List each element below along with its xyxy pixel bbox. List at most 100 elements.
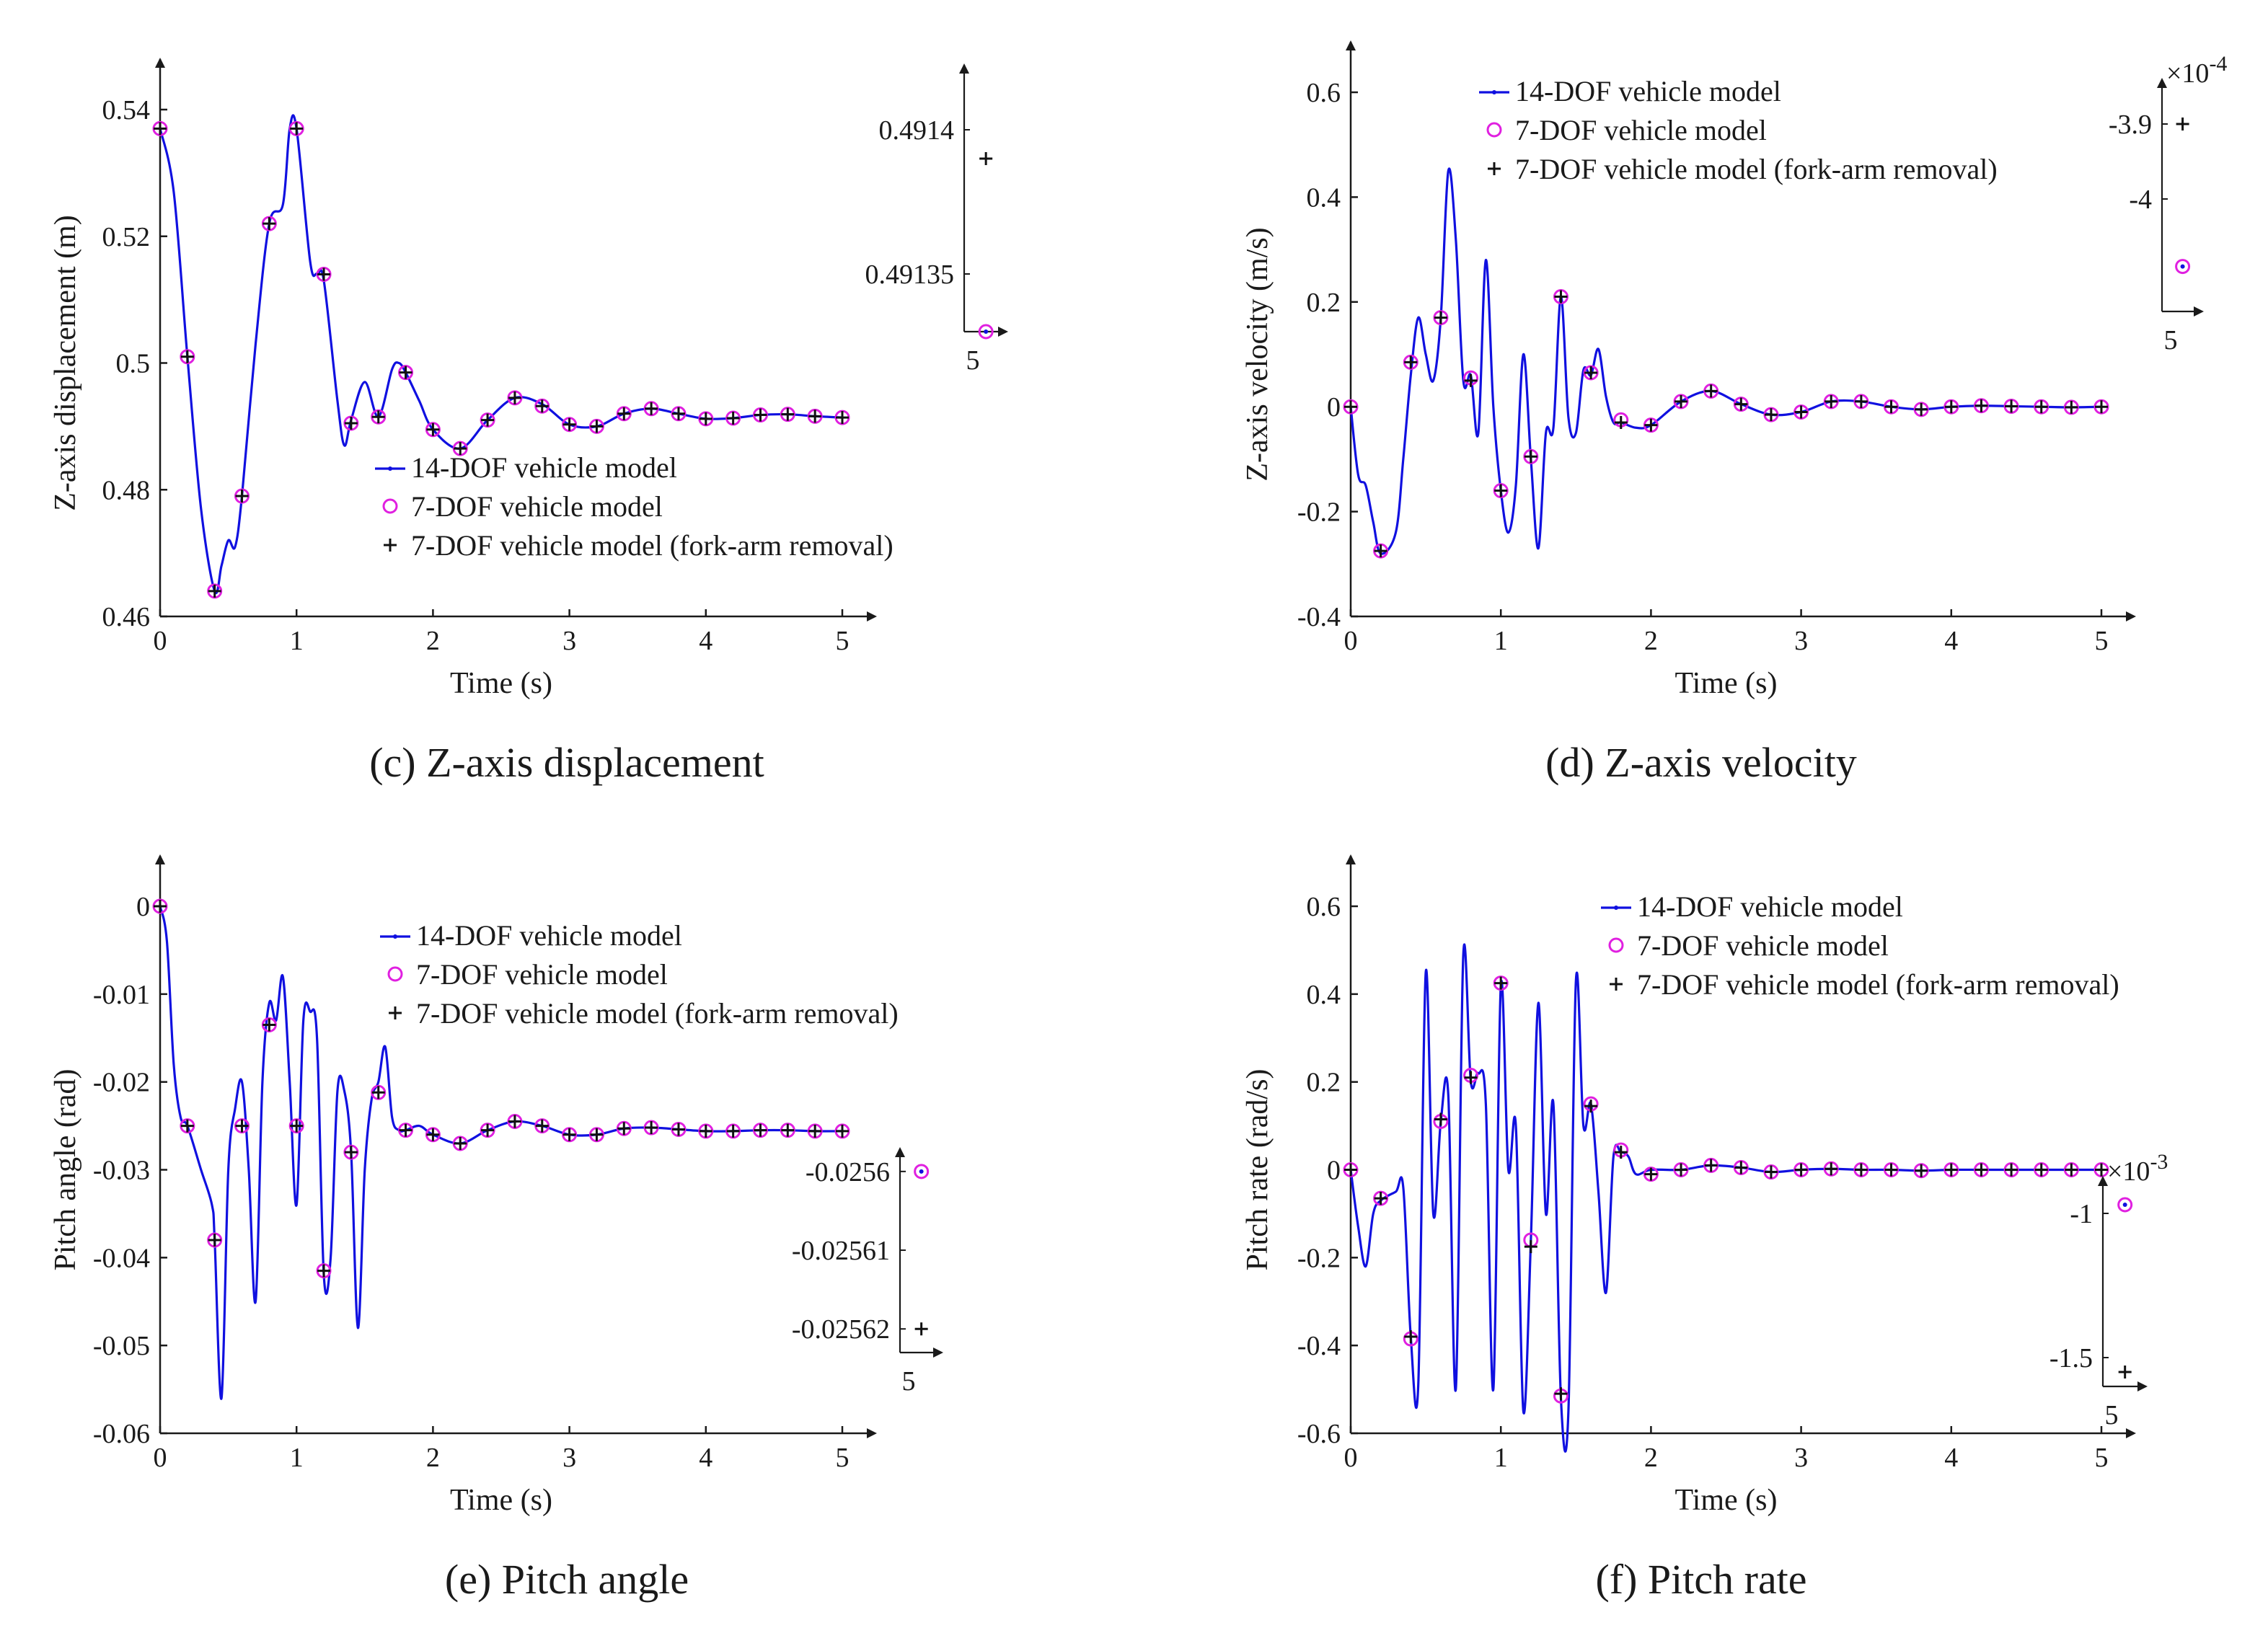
series-fork-point-e-20	[699, 1124, 712, 1138]
series-fork-point-d-21	[1974, 399, 1988, 412]
series-fork-point-d-9	[1614, 416, 1628, 430]
y-tick-label-e-4: -0.02	[93, 1068, 150, 1098]
series-fork-point-e-14	[535, 1119, 549, 1133]
series-fork-point-e-2	[208, 1233, 221, 1247]
inset-14dof-point-c	[984, 329, 989, 334]
series-fork-point-c-11	[454, 442, 467, 456]
x-axis-label-d: Time (s)	[1675, 667, 1778, 700]
inset-x-arrow-f	[2137, 1381, 2148, 1391]
x-axis-arrow-c	[867, 611, 877, 621]
inset-x-arrow-d	[2194, 306, 2204, 317]
series-fork-point-f-21	[1974, 1163, 1988, 1177]
y-tick-label-f-0: -0.6	[1297, 1419, 1341, 1449]
x-tick-label-e-3: 3	[562, 1443, 576, 1473]
series-fork-point-f-0	[1344, 1163, 1357, 1177]
x-tick-label-e-0: 0	[154, 1443, 167, 1473]
chart-pitch-rate: 0 1 2 3 4 5 -0.6 -0.4 -0.2 0 0.2 0.4 0.6 Time (s) Pitc…	[1241, 854, 2168, 1517]
series-fork-point-e-10	[426, 1128, 440, 1141]
legend-dot-14dof-e	[393, 934, 397, 939]
y-tick-label-e-6: 0	[136, 892, 150, 922]
legend-dot-14dof-f	[1614, 906, 1618, 910]
x-tick-label-c-0: 0	[154, 626, 167, 656]
y-axis-label-e: Pitch angle (rad)	[49, 1069, 82, 1271]
series-fork-point-f-4	[1464, 1071, 1478, 1084]
inset-y-tick-label-c-1: 0.49135	[865, 260, 955, 290]
series-fork-point-f-9	[1614, 1146, 1628, 1159]
y-axis-arrow-d	[1346, 40, 1356, 50]
inset-y-arrow-d	[2157, 78, 2167, 88]
series-fork-point-e-12	[481, 1123, 495, 1137]
legend-label-f-2: 7-DOF vehicle model (fork-arm removal)	[1637, 968, 2119, 1001]
inset-y-arrow-f	[2098, 1176, 2108, 1186]
y-tick-label-c-4: 0.54	[102, 95, 151, 125]
series-fork-point-c-4	[262, 217, 276, 231]
x-tick-label-d-3: 3	[1794, 626, 1808, 656]
series-fork-point-e-9	[399, 1123, 412, 1137]
series-fork-point-d-10	[1644, 418, 1658, 432]
inset-x-tick-label-d: 5	[2164, 325, 2178, 355]
series-fork-point-e-1	[180, 1119, 194, 1133]
legend-swatch-7dof-d	[1486, 122, 1502, 138]
series-fork-point-e-16	[590, 1128, 604, 1141]
series-fork-point-f-11	[1674, 1163, 1688, 1177]
series-fork-point-e-25	[836, 1124, 849, 1138]
series-fork-point-f-18	[1884, 1163, 1898, 1177]
x-tick-label-d-5: 5	[2095, 626, 2109, 656]
x-tick-label-f-3: 3	[1794, 1443, 1808, 1473]
inset-7dof-point-f	[2117, 1197, 2133, 1213]
series-fork-point-c-20	[699, 412, 712, 425]
series-fork-point-d-11	[1674, 394, 1688, 408]
series-fork-point-e-7	[344, 1146, 358, 1159]
series-fork-point-f-17	[1854, 1163, 1868, 1177]
panel-z-velocity: 0 1 2 3 4 5 -0.4 -0.2 0 0.2 0.4 0.6 Time (s) Z-axis v…	[1134, 0, 2268, 816]
series-fork-point-d-17	[1854, 394, 1868, 408]
chart-z-velocity: 0 1 2 3 4 5 -0.4 -0.2 0 0.2 0.4 0.6 Time (s) Z-axis v…	[1241, 40, 2227, 700]
series-fork-point-c-25	[836, 411, 849, 425]
legend-label-e-0: 14-DOF vehicle model	[416, 919, 682, 952]
x-tick-label-f-1: 1	[1494, 1443, 1508, 1473]
legend-label-e-2: 7-DOF vehicle model (fork-arm removal)	[416, 997, 899, 1030]
series-fork-point-e-19	[671, 1123, 685, 1136]
series-fork-point-d-23	[2034, 400, 2048, 414]
x-tick-label-f-0: 0	[1344, 1443, 1358, 1473]
inset-y-arrow-e	[895, 1147, 905, 1157]
series-fork-point-f-13	[1734, 1161, 1748, 1174]
series-fork-point-e-6	[317, 1264, 331, 1278]
legend-label-d-0: 14-DOF vehicle model	[1515, 75, 1781, 107]
x-tick-label-f-4: 4	[1944, 1443, 1958, 1473]
y-tick-label-f-3: 0	[1327, 1156, 1341, 1186]
series-fork-point-d-8	[1584, 366, 1598, 379]
y-tick-label-e-5: -0.01	[93, 980, 150, 1010]
series-fork-point-e-11	[454, 1136, 467, 1150]
series-fork-point-c-8	[371, 410, 385, 424]
x-tick-label-c-3: 3	[562, 626, 576, 656]
inset-x-tick-label-f: 5	[2105, 1400, 2119, 1430]
series-fork-point-d-14	[1764, 408, 1778, 422]
inset-fork-point-e	[914, 1322, 928, 1336]
series-fork-point-f-15	[1794, 1163, 1808, 1177]
inset-fork-point-f	[2118, 1366, 2132, 1378]
caption-z-velocity: (d) Z-axis velocity	[1545, 739, 1857, 786]
y-tick-label-f-5: 0.4	[1307, 980, 1341, 1010]
chart-z-displacement: 0 1 2 3 4 5 0.46 0.48 0.5 0.52 0.54 Time (s) Z-axis …	[49, 58, 1008, 700]
series-fork-point-c-22	[754, 408, 767, 422]
x-tick-label-e-5: 5	[836, 1443, 850, 1473]
series-fork-point-f-24	[2065, 1163, 2078, 1177]
series-fork-point-c-5	[290, 122, 304, 136]
series-fork-point-c-9	[399, 366, 412, 379]
series-fork-point-c-2	[208, 584, 221, 598]
inset-y-tick-label-e-0: -0.0256	[806, 1157, 890, 1187]
x-tick-label-c-1: 1	[290, 626, 304, 656]
series-14dof-line-f	[1349, 943, 2101, 1453]
legend-label-d-2: 7-DOF vehicle model (fork-arm removal)	[1515, 153, 1998, 185]
series-14dof-line-e	[159, 906, 843, 1400]
panel-pitch-rate: 0 1 2 3 4 5 -0.6 -0.4 -0.2 0 0.2 0.4 0.6 Time (s) Pitc…	[1134, 817, 2268, 1633]
x-tick-label-d-2: 2	[1644, 626, 1658, 656]
y-tick-label-f-1: -0.4	[1297, 1331, 1341, 1361]
y-tick-label-e-1: -0.05	[93, 1331, 150, 1361]
series-fork-point-d-22	[2005, 399, 2018, 413]
series-fork-point-f-14	[1764, 1165, 1778, 1179]
series-fork-point-e-15	[562, 1128, 576, 1141]
y-tick-label-d-0: -0.4	[1297, 602, 1341, 632]
